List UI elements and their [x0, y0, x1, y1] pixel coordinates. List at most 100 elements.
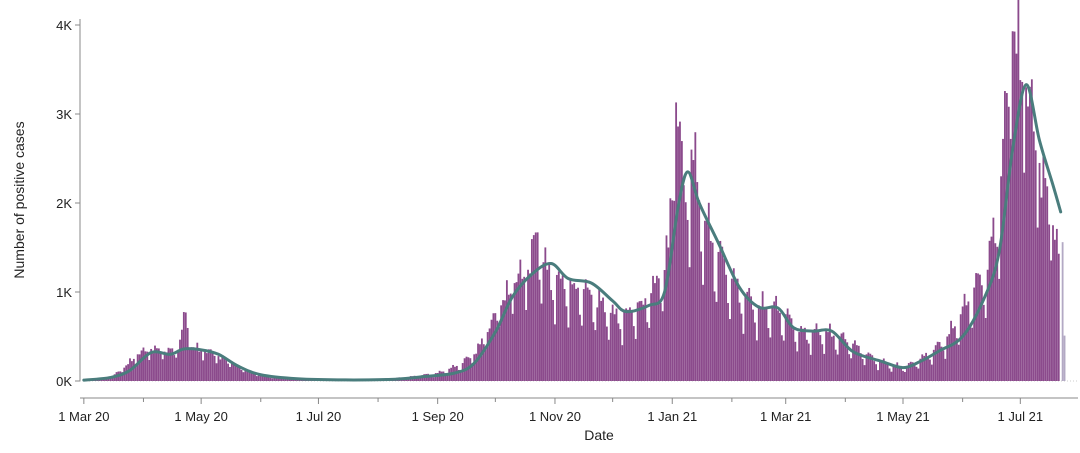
daily-cases-bar — [598, 288, 601, 381]
daily-cases-bar — [854, 340, 856, 381]
daily-cases-bar — [286, 378, 289, 381]
daily-cases-bar — [206, 353, 208, 381]
daily-cases-bar — [588, 289, 591, 381]
daily-cases-bar — [975, 273, 977, 381]
daily-cases-bar — [865, 354, 868, 381]
daily-cases-bar — [965, 305, 968, 381]
daily-cases-bar — [534, 232, 537, 381]
daily-cases-bar — [696, 182, 699, 381]
daily-cases-bar — [996, 246, 999, 381]
daily-cases-bar — [609, 312, 612, 381]
daily-cases-bar — [1038, 162, 1041, 381]
daily-cases-bar — [871, 355, 874, 381]
daily-cases-bar — [477, 343, 479, 381]
daily-cases-bar — [252, 372, 254, 381]
daily-cases-bar — [554, 324, 556, 381]
daily-cases-bar — [711, 242, 714, 381]
daily-cases-bar — [721, 246, 724, 381]
daily-cases-bar — [561, 275, 564, 381]
daily-cases-bar — [248, 371, 251, 381]
daily-cases-bar — [519, 259, 522, 381]
daily-cases-bar — [642, 304, 645, 381]
daily-cases-bar — [698, 200, 701, 381]
daily-cases-bar — [486, 332, 489, 381]
daily-cases-bar — [469, 358, 472, 381]
daily-cases-bar — [175, 357, 178, 381]
daily-cases-bar — [732, 268, 735, 381]
daily-cases-bar — [930, 364, 933, 381]
daily-cases-bar — [529, 273, 531, 381]
daily-cases-bar — [569, 279, 572, 381]
daily-cases-bar — [594, 330, 597, 381]
daily-cases-bar — [782, 340, 785, 381]
daily-cases-bar — [419, 377, 422, 381]
daily-cases-bar — [754, 322, 756, 381]
daily-cases-bar — [482, 344, 485, 381]
daily-cases-bar — [771, 305, 774, 381]
daily-cases-bar — [790, 318, 793, 381]
daily-cases-bar — [1044, 178, 1047, 381]
daily-cases-bar — [963, 293, 966, 381]
daily-cases-bar — [1036, 227, 1039, 381]
daily-cases-bar — [171, 348, 174, 381]
daily-cases-bar — [661, 311, 664, 381]
daily-cases-bar — [592, 322, 595, 381]
daily-cases-bar — [682, 185, 685, 381]
y-tick-label: 3K — [56, 107, 72, 122]
x-axis: 1 Mar 20 1 May 20 1 Jul 20 1 Sep 20 1 Nov 20… — [58, 380, 1078, 424]
daily-cases-bar — [805, 339, 808, 381]
x-tick-label: 1 Mar 20 — [58, 409, 109, 424]
daily-cases-bar — [823, 353, 826, 381]
daily-cases-bar — [765, 308, 768, 381]
daily-cases-bar — [432, 377, 435, 381]
daily-cases-bar — [821, 344, 824, 381]
daily-cases-bar — [500, 305, 503, 381]
daily-cases-bar — [552, 299, 554, 381]
daily-cases-bar — [857, 345, 860, 381]
daily-cases-bar — [498, 327, 501, 381]
daily-cases-bar — [957, 344, 960, 381]
daily-cases-bar — [536, 232, 539, 381]
daily-cases-bar — [484, 346, 487, 381]
daily-cases-bar — [565, 306, 568, 381]
daily-cases-bar — [152, 353, 154, 381]
daily-cases-bar — [580, 325, 583, 381]
daily-cases-bar — [807, 343, 810, 381]
daily-cases-bar — [1015, 53, 1018, 381]
daily-cases-bar — [692, 160, 695, 381]
daily-cases-bar — [717, 251, 720, 381]
daily-cases-bar — [915, 366, 918, 381]
daily-cases-bar — [679, 121, 681, 381]
daily-cases-bar — [884, 362, 887, 381]
daily-cases-bar — [736, 278, 739, 381]
daily-cases-bar — [284, 379, 287, 381]
daily-cases-bar — [242, 372, 245, 381]
daily-cases-bar — [625, 308, 628, 381]
daily-cases-bar — [861, 359, 864, 381]
daily-cases-bar — [238, 366, 241, 381]
daily-cases-bar — [511, 313, 514, 381]
daily-cases-bar — [907, 363, 910, 381]
daily-cases-bar — [775, 295, 778, 381]
daily-cases-bar — [955, 338, 958, 381]
daily-cases-bar — [700, 251, 703, 381]
daily-cases-bar — [640, 300, 643, 381]
daily-cases-bar — [836, 354, 839, 381]
daily-cases-bar — [929, 359, 931, 381]
daily-cases-bar — [179, 339, 181, 381]
daily-cases-bar — [490, 319, 493, 381]
daily-cases-bar — [136, 354, 139, 381]
daily-cases-bar — [752, 309, 754, 381]
incomplete-cases-bar — [1061, 242, 1064, 381]
daily-cases-bar — [509, 293, 512, 381]
daily-cases-bar — [825, 331, 828, 381]
y-axis: 0K 1K 2K 3K 4K — [56, 18, 81, 389]
daily-cases-bar — [459, 370, 462, 381]
daily-cases-bar — [654, 283, 656, 381]
daily-cases-bar — [567, 327, 570, 381]
daily-cases-bar — [225, 358, 228, 381]
daily-cases-bar — [713, 291, 716, 381]
daily-cases-bar — [573, 283, 576, 381]
daily-cases-bar — [1017, 0, 1020, 382]
daily-cases-bar — [479, 344, 481, 381]
